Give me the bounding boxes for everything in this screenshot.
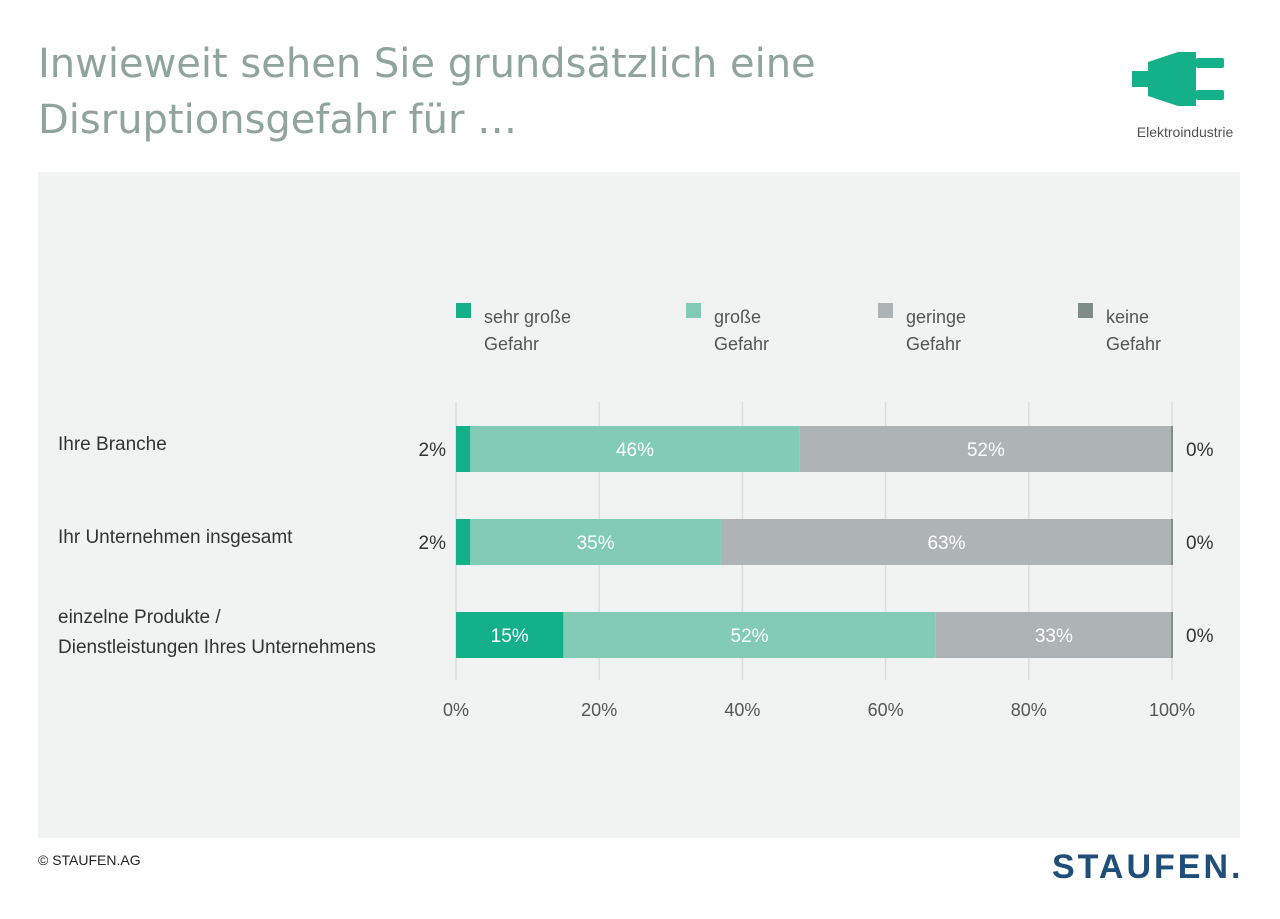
- title-line-2: Disruptionsgefahr für …: [38, 97, 518, 143]
- data-label: 46%: [616, 440, 654, 461]
- legend-label: Gefahr: [906, 334, 961, 354]
- category-label: Ihre Branche: [58, 434, 167, 455]
- x-tick-label: 100%: [1149, 700, 1195, 720]
- x-tick-label: 80%: [1011, 700, 1047, 720]
- title-line-1: Inwieweit sehen Sie grundsätzlich eine: [38, 41, 816, 87]
- data-label: 52%: [967, 440, 1005, 461]
- bar-end-marker: [1171, 426, 1173, 472]
- data-label: 63%: [927, 533, 965, 554]
- x-tick-label: 0%: [443, 700, 469, 720]
- bar-end-marker: [1171, 612, 1173, 658]
- data-label: 33%: [1035, 626, 1073, 647]
- bar-segment: [799, 426, 1172, 472]
- legend-swatch: [686, 303, 701, 318]
- legend-swatch: [456, 303, 471, 318]
- chart-panel: 0% 20% 40% 60% 80% 100% sehr große Gefahr große G…: [38, 172, 1240, 838]
- legend-label: Gefahr: [484, 334, 539, 354]
- category-label: Ihr Unternehmen insgesamt: [58, 527, 293, 548]
- data-label: 35%: [577, 533, 615, 554]
- bar-segment: [470, 519, 721, 565]
- data-label: 52%: [731, 626, 769, 647]
- bar-segment: [720, 519, 1172, 565]
- bar-segment: [456, 519, 471, 565]
- legend-label: keine: [1106, 307, 1149, 327]
- category-label: Dienstleistungen Ihres Unternehmens: [58, 637, 376, 658]
- legend-label: große: [714, 307, 761, 327]
- data-label: 2%: [419, 533, 447, 554]
- industry-badge: Elektroindustrie: [1110, 44, 1260, 148]
- category-label: einzelne Produkte /: [58, 607, 221, 628]
- data-label: 2%: [419, 440, 447, 461]
- bar-segment: [563, 612, 936, 658]
- brand-logo: STAUFEN.: [1052, 848, 1244, 886]
- legend-label: Gefahr: [714, 334, 769, 354]
- copyright: © STAUFEN.AG: [38, 852, 141, 868]
- page-title: Inwieweit sehen Sie grundsätzlich eine D…: [38, 36, 938, 148]
- bar-segment: [935, 612, 1172, 658]
- chart: 0% 20% 40% 60% 80% 100% sehr große Gefahr große G…: [58, 303, 1214, 720]
- x-tick-label: 60%: [868, 700, 904, 720]
- legend-label: Gefahr: [1106, 334, 1161, 354]
- legend-swatch: [1078, 303, 1093, 318]
- x-tick-label: 20%: [581, 700, 617, 720]
- data-label: 0%: [1186, 533, 1214, 554]
- data-label: 0%: [1186, 626, 1214, 647]
- bar-segment: [470, 426, 800, 472]
- industry-label: Elektroindustrie: [1136, 124, 1234, 140]
- bar-end-marker: [1171, 519, 1173, 565]
- legend-label: sehr große: [484, 307, 571, 327]
- data-label: 0%: [1186, 440, 1214, 461]
- legend-swatch: [878, 303, 893, 318]
- plug-icon: [1132, 52, 1224, 106]
- legend-label: geringe: [906, 307, 966, 327]
- data-label: 15%: [491, 626, 529, 647]
- x-tick-label: 40%: [724, 700, 760, 720]
- bar-segment: [456, 612, 564, 658]
- bar-segment: [456, 426, 471, 472]
